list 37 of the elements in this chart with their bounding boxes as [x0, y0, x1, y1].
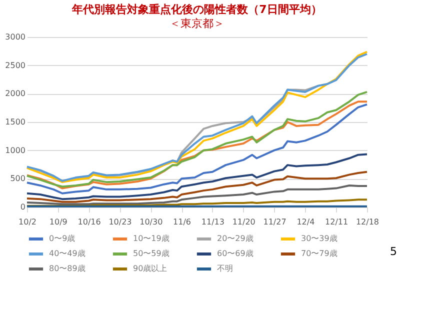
line-series	[26, 153, 368, 200]
line-series	[26, 184, 368, 206]
legend-label: 0〜9歳	[49, 234, 76, 243]
x-tick-label: 12/18	[356, 218, 380, 226]
line-series	[26, 198, 368, 207]
legend-label: 80〜89歳	[49, 264, 86, 273]
y-tick-label: 2500	[5, 60, 26, 70]
legend-label: 60〜69歳	[217, 249, 254, 258]
text: 5	[390, 245, 397, 258]
x-tick-label: 11/20	[232, 218, 256, 226]
x-tick-label: 12/11	[325, 218, 348, 226]
legend-label: 不明	[217, 264, 233, 273]
x-tick-label: 10/16	[78, 218, 101, 226]
y-tick-label: 1000	[5, 146, 26, 155]
legend-label: 20〜29歳	[217, 234, 254, 243]
legend-label: 40〜49歳	[49, 249, 86, 258]
legend-label: 70〜79歳	[301, 249, 338, 258]
x-tick-label: 11/27	[263, 218, 286, 226]
y-tick-label: 2000	[5, 89, 26, 98]
line-series	[26, 170, 368, 203]
legend-label: 90歳以上	[133, 264, 168, 273]
chart-title: 年代別報告対象重点化後の陽性者数（7日間平均）	[71, 3, 322, 16]
y-tick-label: 3000	[5, 32, 26, 42]
x-tick-label: 10/9	[49, 218, 68, 226]
y-tick-label: 0	[20, 202, 26, 212]
x-tick-label: 10/30	[140, 218, 163, 226]
legend-label: 30〜39歳	[301, 234, 338, 243]
y-tick-label: 500	[10, 174, 26, 184]
x-tick-label: 11/13	[201, 218, 224, 226]
x-tick-label: 10/23	[108, 218, 132, 226]
legend-label: 50〜59歳	[133, 249, 170, 258]
chart-subtitle: ＜東京都＞	[170, 17, 224, 30]
x-tick-label: 12/4	[296, 218, 315, 226]
legend-label: 10〜19歳	[133, 234, 170, 243]
y-tick-label: 1500	[5, 118, 26, 126]
x-tick-label: 10/2	[18, 218, 36, 226]
x-tick-label: 11/6	[173, 218, 192, 226]
